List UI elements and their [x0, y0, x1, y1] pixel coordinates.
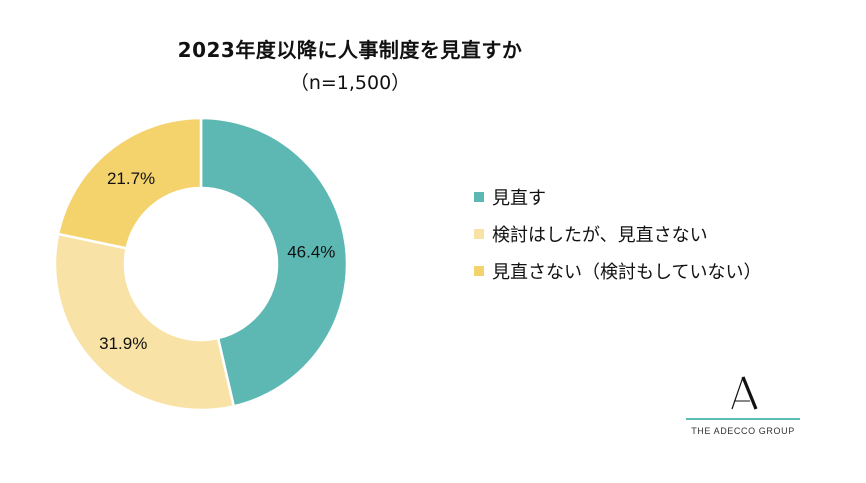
- legend-label: 検討はしたが、見直さない: [492, 224, 708, 246]
- logo-text: THE ADECCO GROUP: [691, 426, 795, 436]
- legend-label: 見直さない（検討もしていない）: [492, 261, 762, 283]
- legend-item-revise: 見直す: [474, 178, 761, 215]
- slice-revise: [199, 116, 349, 408]
- legend-item-not-revise: 見直さない（検討もしていない）: [474, 252, 761, 289]
- legend-swatch: [474, 265, 484, 276]
- chart-subtitle: （n=1,500）: [289, 72, 411, 94]
- logo-divider: [686, 418, 800, 420]
- data-label: 21.7%: [107, 169, 155, 188]
- adecco-logo: THE ADECCO GROUP: [686, 376, 800, 436]
- data-label: 31.9%: [99, 334, 147, 353]
- legend-swatch: [474, 191, 484, 202]
- legend-item-considered-not-revise: 検討はしたが、見直さない: [474, 215, 761, 252]
- data-label: 46.4%: [287, 242, 335, 261]
- legend: 見直す 検討はしたが、見直さない 見直さない（検討もしていない）: [474, 178, 761, 289]
- legend-swatch: [474, 228, 484, 239]
- adecco-a-icon: [731, 376, 758, 410]
- legend-label: 見直す: [492, 187, 546, 209]
- slice-not-revise: [56, 116, 203, 250]
- slice-considered-not-revise: [53, 232, 236, 412]
- chart-title: 2023年度以降に人事制度を見直すか: [177, 38, 523, 62]
